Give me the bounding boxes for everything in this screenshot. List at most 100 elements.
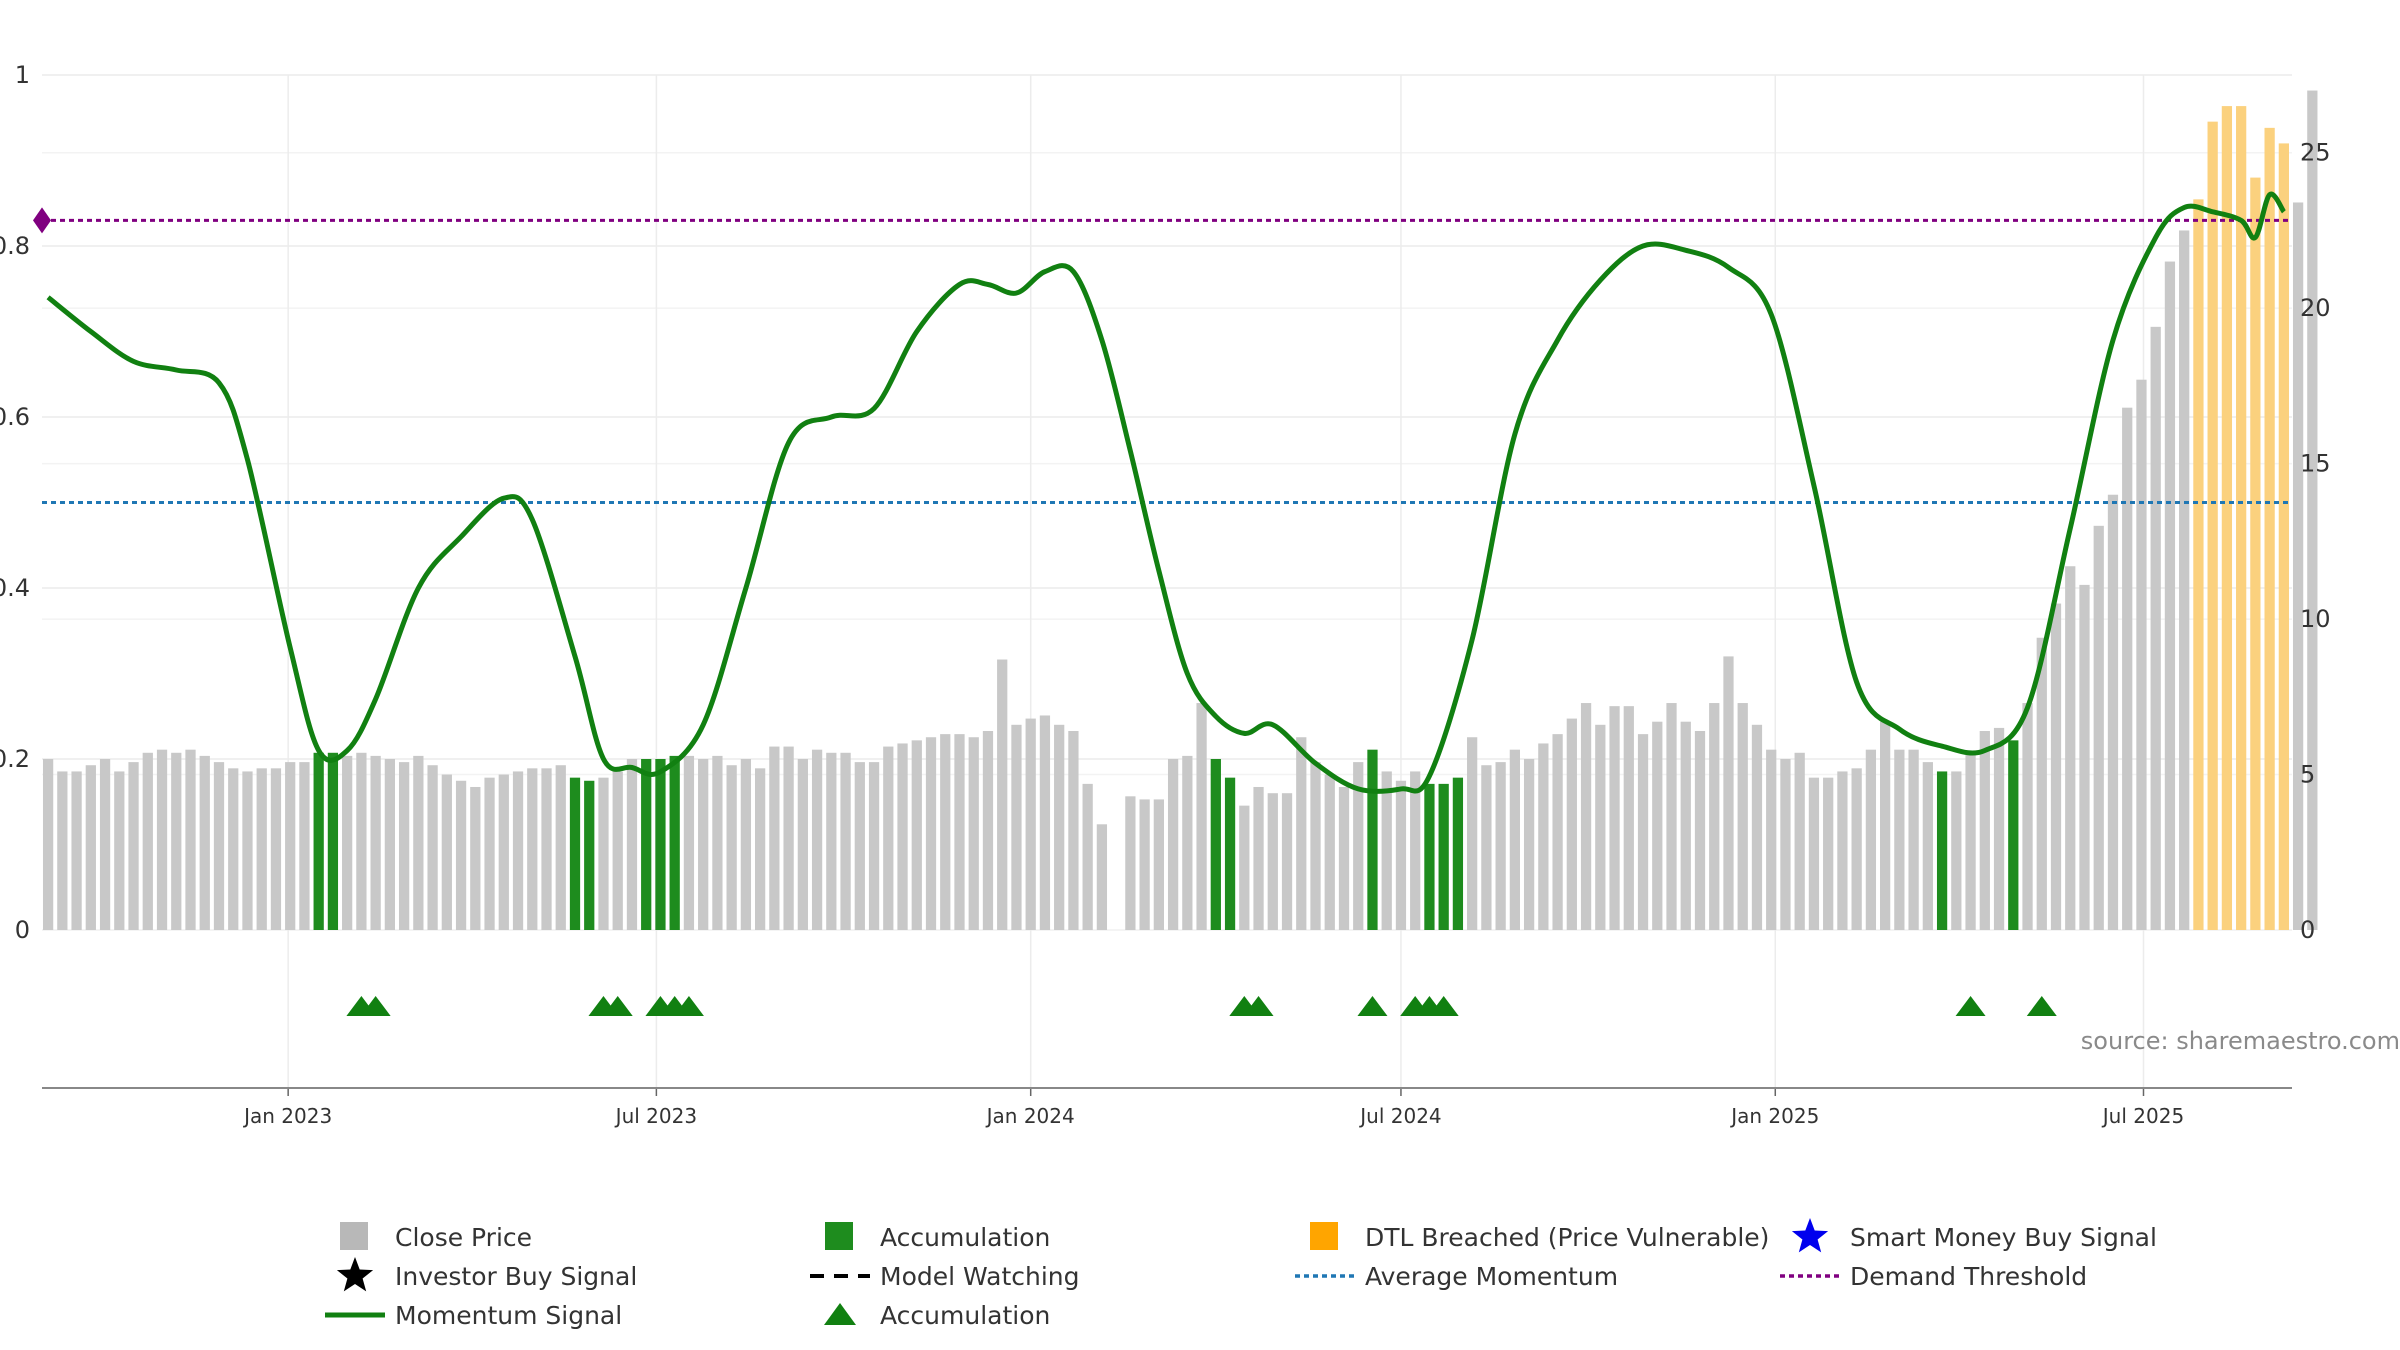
price-bar — [1637, 734, 1649, 930]
price-bar — [71, 771, 82, 930]
price-bar — [427, 765, 438, 930]
momentum-signal-path — [46, 191, 2286, 794]
accumulation-bar — [1210, 759, 1221, 930]
legend-label: Investor Buy Signal — [395, 1262, 637, 1291]
price-bar — [783, 746, 794, 930]
price-bar — [199, 755, 210, 930]
dtl-breached-bar — [2207, 121, 2218, 931]
price-bar — [968, 737, 979, 930]
price-bar — [1694, 731, 1706, 930]
legend-swatch-accumulation — [825, 1222, 853, 1250]
price-bar — [755, 768, 766, 930]
price-bar — [925, 737, 937, 930]
accumulation-bar — [2008, 740, 2019, 930]
price-bar — [897, 743, 908, 930]
price-bar — [2079, 584, 2090, 930]
price-bar — [1239, 805, 1250, 930]
price-bar — [1153, 799, 1164, 930]
price-bar — [1837, 771, 1848, 930]
accumulation-bar — [1424, 783, 1435, 930]
accumulation-triangle — [2026, 996, 2057, 1016]
price-bar — [527, 768, 538, 930]
price-bar — [1851, 768, 1862, 930]
price-bar — [1296, 737, 1307, 930]
gridlines — [42, 74, 2292, 1088]
legend-label: Close Price — [395, 1223, 532, 1252]
price-bar — [2164, 261, 2176, 931]
price-bar — [1723, 656, 1734, 930]
accumulation-triangle — [1243, 996, 1274, 1016]
price-bar — [1908, 749, 1919, 930]
momentum-signal-line — [46, 191, 2286, 794]
price-bar — [1353, 762, 1364, 930]
price-bar — [2136, 379, 2147, 930]
price-bar — [1680, 721, 1691, 930]
price-bar — [683, 755, 695, 930]
price-bar — [342, 755, 353, 930]
price-bar — [740, 759, 752, 930]
price-bar — [2065, 566, 2076, 930]
price-bar — [1395, 780, 1407, 930]
price-bar — [441, 774, 452, 930]
legend-label: Smart Money Buy Signal — [1850, 1223, 2157, 1252]
price-bar — [1025, 718, 1036, 930]
price-bar — [57, 771, 68, 930]
accumulation-bar — [313, 752, 324, 930]
price-bar — [213, 762, 225, 930]
accumulation-bar — [569, 777, 581, 930]
price-bar — [940, 734, 951, 930]
accumulation-triangle — [602, 996, 633, 1016]
right-tick-label: 25 — [2300, 139, 2331, 167]
price-bar — [1538, 743, 1549, 930]
right-tick-label: 15 — [2300, 450, 2331, 478]
price-bar — [2050, 603, 2062, 930]
price-bar — [1780, 759, 1791, 930]
demand-threshold-marker — [33, 207, 51, 234]
price-bar — [42, 759, 54, 930]
right-tick-label: 5 — [2300, 761, 2315, 789]
price-bar — [541, 768, 552, 930]
x-tick-label: Jul 2023 — [614, 1104, 697, 1128]
price-bar — [512, 771, 524, 930]
legend: Close Price Accumulation DTL Breached (Pri… — [325, 1218, 2157, 1330]
dtl-breached-bar — [2278, 143, 2289, 930]
legend-label: Model Watching — [880, 1262, 1080, 1291]
price-bar — [1324, 774, 1335, 930]
x-tick-label: Jul 2025 — [2101, 1104, 2184, 1128]
price-bar — [1509, 749, 1521, 930]
price-bar — [797, 759, 808, 930]
price-bar — [2036, 637, 2047, 930]
price-bar — [1566, 718, 1577, 930]
price-bar — [1751, 724, 1763, 930]
price-bar — [2093, 525, 2104, 930]
price-bar — [1167, 759, 1179, 930]
accumulation-bar — [1438, 783, 1449, 930]
price-bar — [1808, 777, 1820, 930]
price-bar — [911, 740, 922, 930]
price-bar — [712, 755, 723, 930]
price-bar — [156, 749, 168, 930]
price-bar — [285, 762, 296, 930]
price-bar — [555, 765, 566, 930]
left-tick-label: 0.2 — [0, 745, 30, 773]
price-bar — [982, 731, 994, 930]
price-bar — [256, 768, 267, 930]
price-bar — [1267, 793, 1278, 930]
price-bar — [270, 768, 282, 930]
accumulation-triangle — [673, 996, 704, 1016]
price-bar — [1039, 715, 1051, 930]
price-bar — [1623, 706, 1634, 930]
price-bar — [868, 762, 880, 930]
price-bar — [1666, 703, 1677, 930]
price-bar — [1096, 824, 1108, 930]
price-bar — [1410, 771, 1421, 930]
left-tick-label: 0 — [15, 916, 30, 944]
accumulation-triangle — [1357, 996, 1388, 1016]
price-bar — [598, 777, 609, 930]
x-tick-label: Jan 2024 — [985, 1104, 1075, 1128]
price-bar — [1580, 703, 1592, 930]
price-bar — [1182, 755, 1193, 930]
left-tick-label: 0.6 — [0, 403, 30, 431]
accumulation-triangle — [1955, 996, 1986, 1016]
